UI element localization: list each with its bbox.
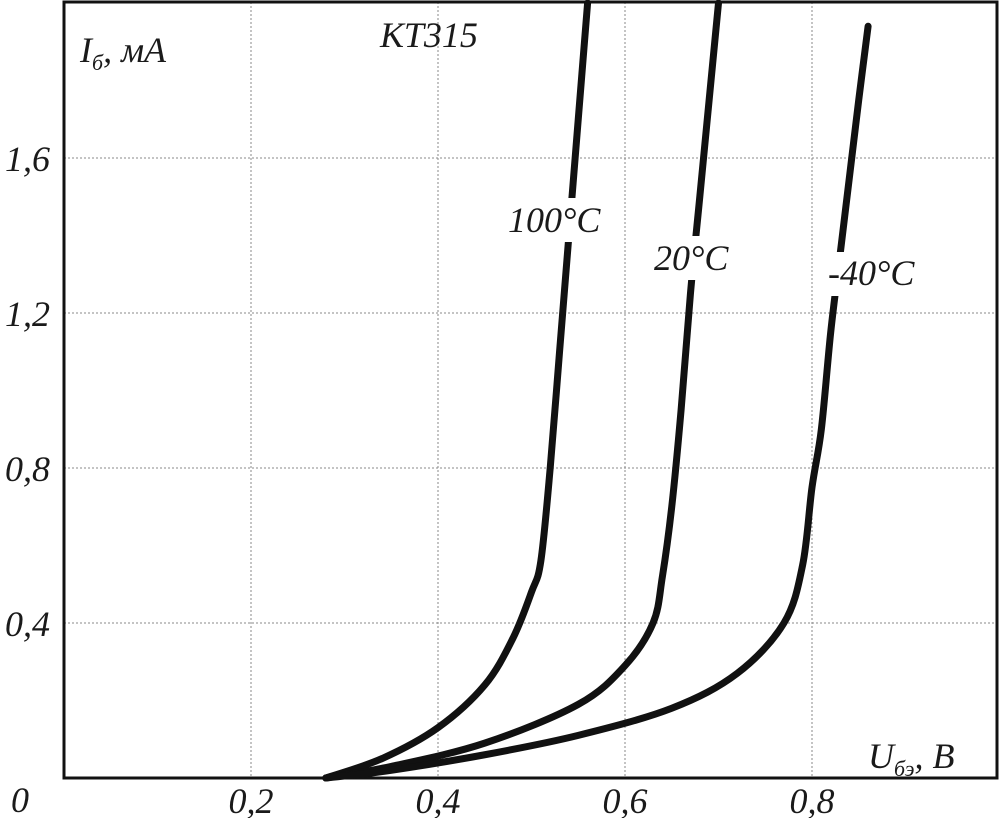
curves — [322, 0, 872, 782]
series-label-background — [822, 252, 932, 296]
y-tick-label: 0 — [11, 780, 29, 818]
series-line-3 — [322, 22, 872, 782]
y-tick-labels: 0 0,4 0,8 1,2 1,6 — [5, 139, 50, 818]
y-tick-label: 0,8 — [5, 449, 50, 489]
x-axis-label-main: U — [868, 736, 896, 776]
plot-frame — [62, 0, 999, 780]
series-label-background — [648, 236, 740, 280]
x-tick-label: 0,2 — [229, 781, 274, 818]
y-axis-label-unit: , мА — [103, 30, 167, 70]
x-axis-label-unit: , В — [914, 736, 954, 776]
curve-labels: 100°C 20°C -40°C — [500, 198, 932, 296]
x-tick-label: 0,4 — [416, 781, 461, 818]
y-axis-label: Iб, мА — [79, 30, 167, 75]
chart-title: КТ315 — [379, 15, 478, 55]
series-line-1 — [322, 0, 592, 782]
series-line-2 — [322, 0, 722, 782]
x-axis-label: Uбэ, В — [868, 736, 954, 781]
x-tick-label: 0,6 — [603, 781, 648, 818]
x-axis-label-sub: бэ — [894, 756, 914, 781]
y-axis-label-main: I — [79, 30, 94, 70]
series-label-background — [500, 198, 612, 242]
y-tick-label: 1,6 — [5, 139, 50, 179]
series-label-1: 100°C — [508, 200, 601, 240]
y-tick-label: 1,2 — [5, 294, 50, 334]
grid — [64, 2, 997, 778]
y-tick-label: 0,4 — [5, 604, 50, 644]
series-label-2: 20°C — [654, 238, 729, 278]
x-tick-labels: 0,2 0,4 0,6 0,8 — [229, 781, 835, 818]
axes-frame — [62, 0, 999, 780]
y-axis-label-sub: б — [92, 50, 104, 75]
series-label-3: -40°C — [828, 253, 915, 293]
x-tick-label: 0,8 — [790, 781, 835, 818]
